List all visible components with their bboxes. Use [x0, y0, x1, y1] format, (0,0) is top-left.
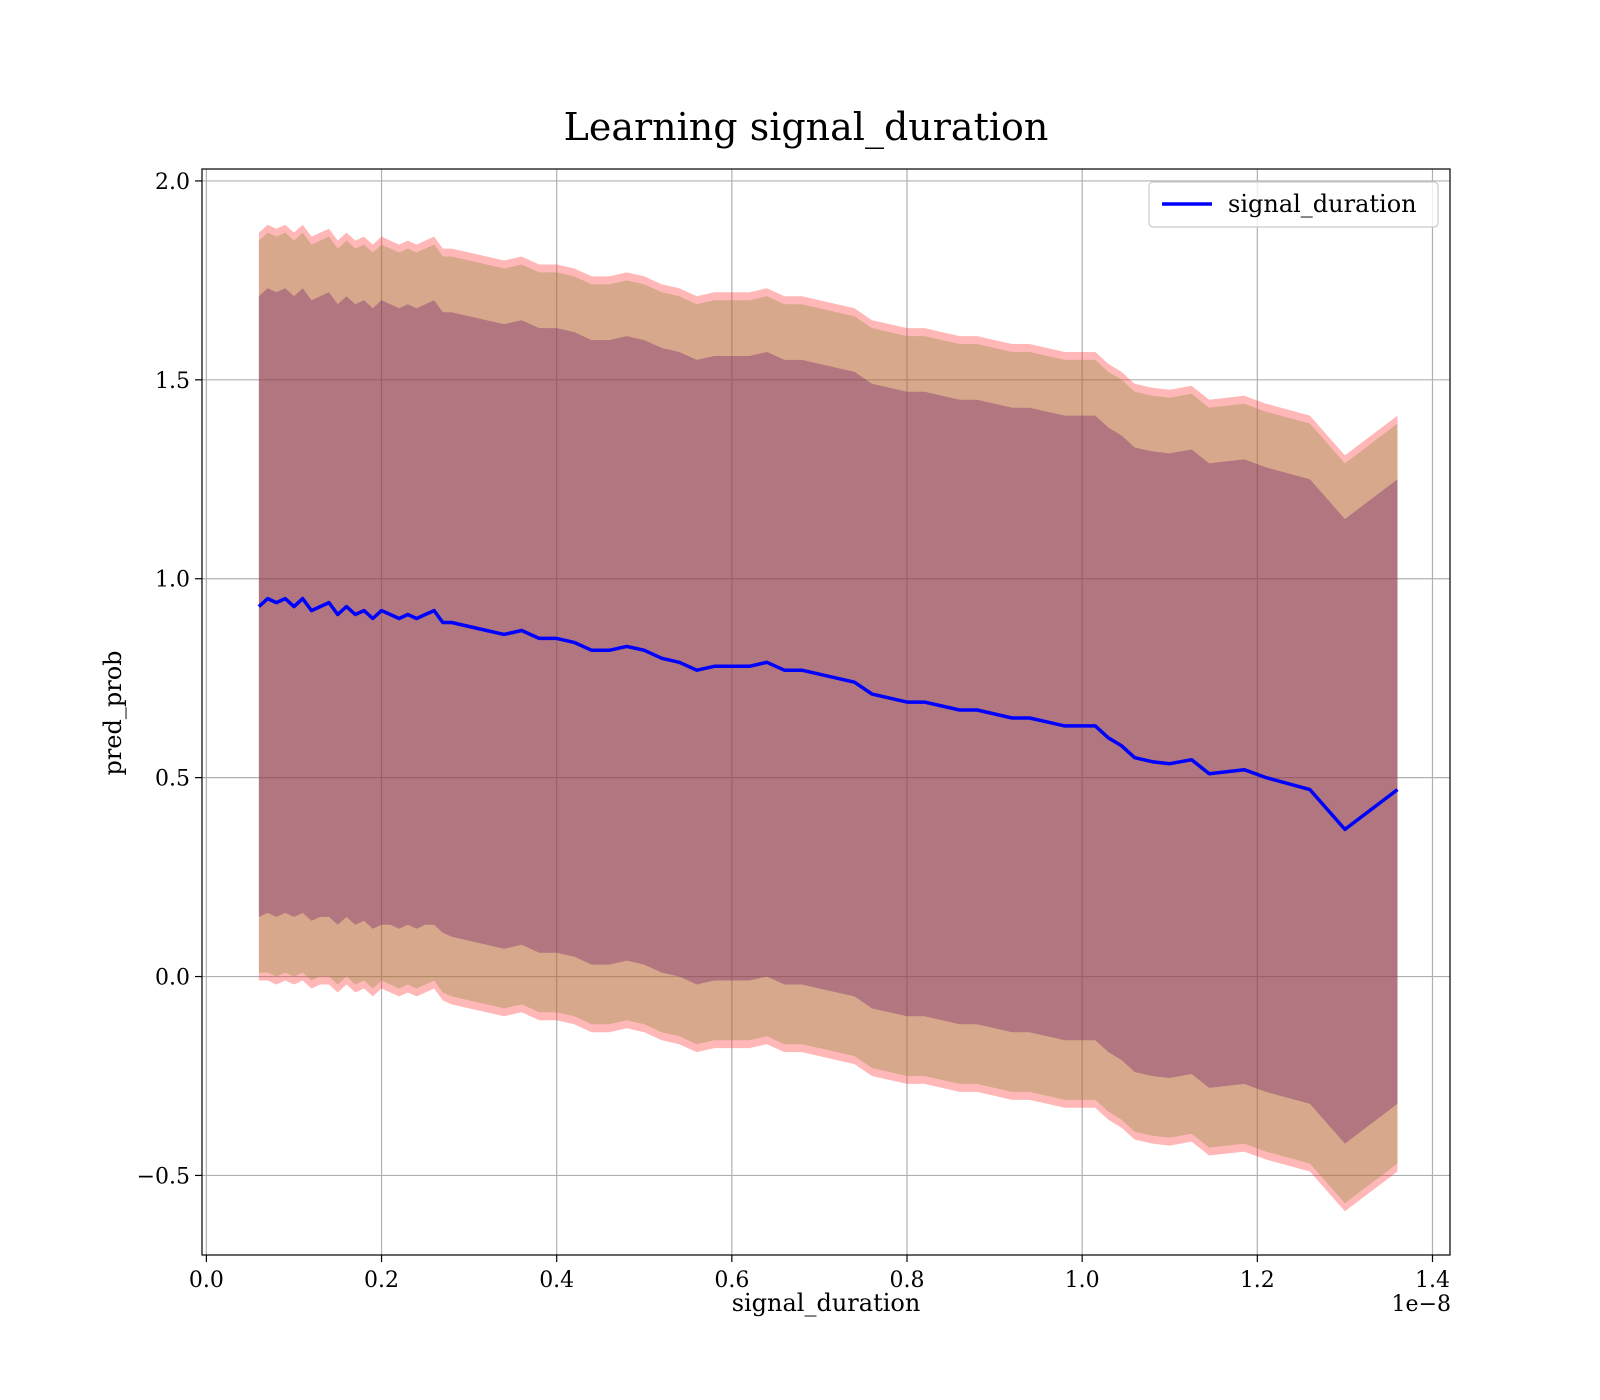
x-axis-offset-label: 1e−8 — [1392, 1292, 1451, 1317]
y-tick-label: 1.0 — [155, 568, 190, 593]
band-area-2 — [258, 232, 1398, 1204]
y-tick-label: 1.5 — [155, 369, 190, 394]
grid-lines — [202, 169, 1450, 1255]
x-tick-label: 0.0 — [189, 1268, 224, 1293]
legend-label-signal-duration: signal_duration — [1228, 190, 1417, 218]
x-tick-label: 0.8 — [890, 1268, 925, 1293]
band-area-3 — [258, 288, 1398, 1144]
y-tick-label: 2.0 — [155, 170, 190, 195]
x-tick-label: 1.0 — [1065, 1268, 1100, 1293]
x-axis-label: signal_duration — [732, 1289, 921, 1317]
confidence-bands — [258, 224, 1398, 1212]
legend: signal_duration — [1148, 181, 1439, 228]
x-tick-label: 1.4 — [1415, 1268, 1450, 1293]
y-axis-label: pred_prob — [99, 650, 127, 775]
y-tick-label: 0.0 — [155, 966, 190, 991]
x-axis: 0.0 0.2 0.4 0.6 0.8 1.0 1.2 1.4 — [189, 1255, 1450, 1293]
series-line-signal-duration — [257, 596, 1399, 832]
band-area-1 — [258, 224, 1398, 1212]
x-tick-label: 0.6 — [714, 1268, 749, 1293]
plot-area — [201, 168, 1451, 1256]
y-axis: −0.5 0.0 0.5 1.0 1.5 2.0 — [137, 170, 202, 1189]
axes-frame — [201, 168, 1451, 1256]
x-tick-label: 1.2 — [1240, 1268, 1275, 1293]
chart-title: Learning signal_duration — [564, 105, 1049, 150]
x-tick-label: 0.4 — [539, 1268, 574, 1293]
y-tick-label: 0.5 — [155, 767, 190, 792]
y-tick-label: −0.5 — [137, 1164, 190, 1189]
x-tick-label: 0.2 — [364, 1268, 399, 1293]
legend-box — [1148, 181, 1439, 228]
series-lines — [257, 596, 1399, 832]
